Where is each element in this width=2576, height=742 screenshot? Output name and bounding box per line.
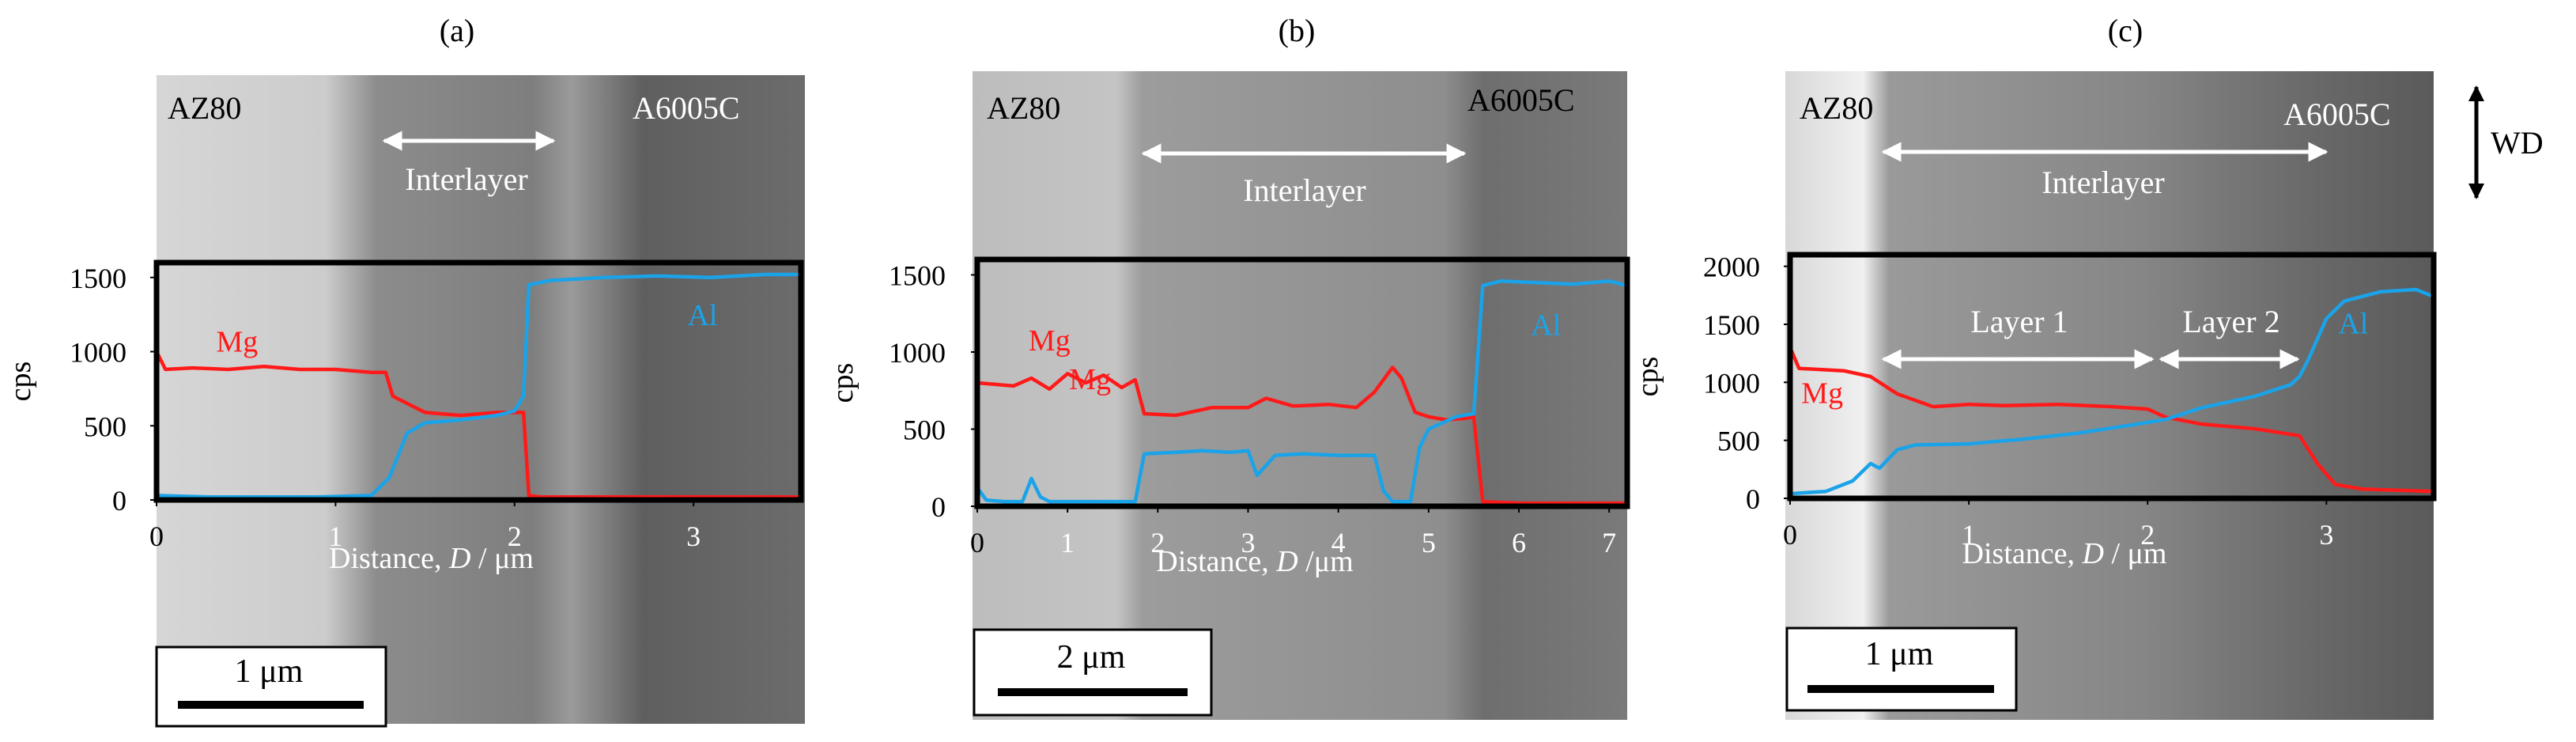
- x-tick-label: 7: [1602, 527, 1616, 558]
- layer1-label: Layer 1: [1970, 304, 2068, 339]
- x-tick-label: 1: [1962, 519, 1976, 551]
- panel-c-label: (c): [2108, 13, 2143, 48]
- x-tick-label: 3: [686, 521, 701, 552]
- series-annotation-al: Al: [2338, 308, 2368, 341]
- x-axis-label-unit: / μm: [470, 542, 534, 575]
- y-axis-label: cps: [1631, 357, 1664, 397]
- material-right-b: A6005C: [1467, 82, 1575, 118]
- series-annotation-mg: Mg: [216, 326, 258, 359]
- x-axis-label-unit: /μm: [1298, 545, 1354, 578]
- plot-frame: [974, 256, 1630, 509]
- micrograph-c: [1785, 71, 2434, 720]
- x-tick-label: 0: [970, 527, 984, 558]
- panel-b: (b) AZ80 A6005C Interlayer 2 μm: [973, 13, 1627, 720]
- series-line-al: [976, 279, 1628, 504]
- x-axis-label: Distance, D / μm: [329, 542, 534, 575]
- y-tick-label: 1500: [1703, 309, 1760, 341]
- chart-a: 0 500 1000 1500 0 1 2 3 Distance, D / μm cps Mg Al: [4, 259, 804, 575]
- scale-bar-a: 1 μm: [155, 645, 387, 728]
- x-axis-label-text: Distance,: [1962, 537, 2083, 570]
- chart-b: 0 500 1000 1500 0 1 2 3 4 5 6 7 Distance, D /μm cps Mg…: [826, 256, 1630, 578]
- x-axis-label-var: D: [448, 542, 470, 575]
- x-axis-label-var: D: [2082, 537, 2104, 570]
- material-left-a: AZ80: [168, 90, 241, 126]
- series-annotation-al: Al: [687, 299, 717, 332]
- y-tick-label: 500: [84, 411, 127, 442]
- x-axis-label-text: Distance,: [1156, 545, 1276, 578]
- y-tick-label: 500: [1717, 426, 1760, 457]
- y-axis-label: cps: [4, 362, 37, 402]
- x-axis-label: Distance, D / μm: [1962, 537, 2167, 570]
- scale-bar-a-label: 1 μm: [235, 653, 304, 690]
- interlayer-label-a: Interlayer: [405, 161, 527, 197]
- y-tick-label: 0: [931, 491, 946, 523]
- scale-bar-b-label: 2 μm: [1057, 639, 1126, 676]
- y-tick-label: 500: [903, 415, 946, 446]
- micrograph-b: [973, 71, 1627, 720]
- y-tick-label: 1000: [889, 337, 946, 369]
- wd-label: WD: [2491, 125, 2544, 161]
- y-tick-label: 2000: [1703, 252, 1760, 283]
- panel-a-label: (a): [440, 13, 474, 48]
- material-left-b: AZ80: [987, 90, 1060, 126]
- series-annotation-al: Al: [1531, 309, 1561, 343]
- series-annotation-mg: Mg: [1801, 377, 1843, 411]
- interlayer-label-b: Interlayer: [1243, 172, 1365, 208]
- series-annotation-mg: Mg: [1069, 363, 1111, 396]
- x-tick-label: 6: [1512, 527, 1526, 558]
- interlayer-label-c: Interlayer: [2042, 165, 2164, 200]
- y-tick-label: 1500: [889, 260, 946, 292]
- x-tick-label: 0: [149, 521, 164, 552]
- material-right-a: A6005C: [633, 90, 740, 126]
- scale-bar-c: 1 μm: [1785, 627, 2018, 712]
- chart-c: 0 500 1000 1500 2000 0 1 2 3 Distance, D / μm cps M…: [1631, 252, 2437, 570]
- scale-bar-c-label: 1 μm: [1865, 636, 1934, 672]
- series-annotation-mg: Mg: [1029, 324, 1071, 358]
- wd-indicator: WD: [2468, 85, 2544, 199]
- y-tick-label: 0: [1746, 483, 1760, 515]
- y-tick-label: 1500: [70, 263, 127, 294]
- x-tick-label: 1: [328, 521, 342, 552]
- plot-frame: [153, 259, 804, 503]
- series-line-mg: [1788, 346, 2434, 494]
- micrograph-a: [157, 75, 805, 724]
- material-left-c: AZ80: [1800, 90, 1873, 126]
- y-tick-label: 0: [112, 485, 127, 517]
- x-axis-label-text: Distance,: [329, 542, 449, 575]
- x-tick-label: 2: [508, 521, 522, 552]
- series-line-mg: [154, 350, 801, 499]
- y-axis-label: cps: [826, 363, 859, 403]
- panel-c: (c) AZ80 A6005C Interlayer Layer 1 Layer…: [1785, 13, 2544, 720]
- plot-frame: [1787, 252, 2437, 502]
- x-tick-label: 1: [1060, 527, 1075, 558]
- x-tick-label: 2: [1150, 527, 1165, 558]
- y-tick-label: 1000: [1703, 367, 1760, 399]
- x-tick-label: 4: [1331, 527, 1346, 558]
- material-right-c: A6005C: [2283, 97, 2391, 132]
- scale-bar-b: 2 μm: [973, 628, 1213, 717]
- x-axis-label: Distance, D /μm: [1156, 545, 1353, 578]
- series-line-al: [1789, 287, 2434, 496]
- y-tick-label: 1000: [70, 337, 127, 369]
- x-tick-label: 3: [2319, 519, 2333, 551]
- series-line-al: [156, 272, 801, 499]
- x-axis-label-unit: / μm: [2104, 537, 2167, 570]
- layer2-label: Layer 2: [2182, 304, 2279, 339]
- x-tick-label: 0: [1783, 519, 1797, 551]
- panel-b-label: (b): [1279, 13, 1316, 48]
- x-tick-label: 5: [1422, 527, 1436, 558]
- series-line-mg: [976, 365, 1627, 505]
- x-axis-label-var: D: [1275, 545, 1297, 578]
- x-tick-label: 2: [2140, 519, 2155, 551]
- x-tick-label: 3: [1241, 527, 1256, 558]
- panel-a: (a) AZ80 A6005C Interlayer 1 μm: [155, 13, 805, 728]
